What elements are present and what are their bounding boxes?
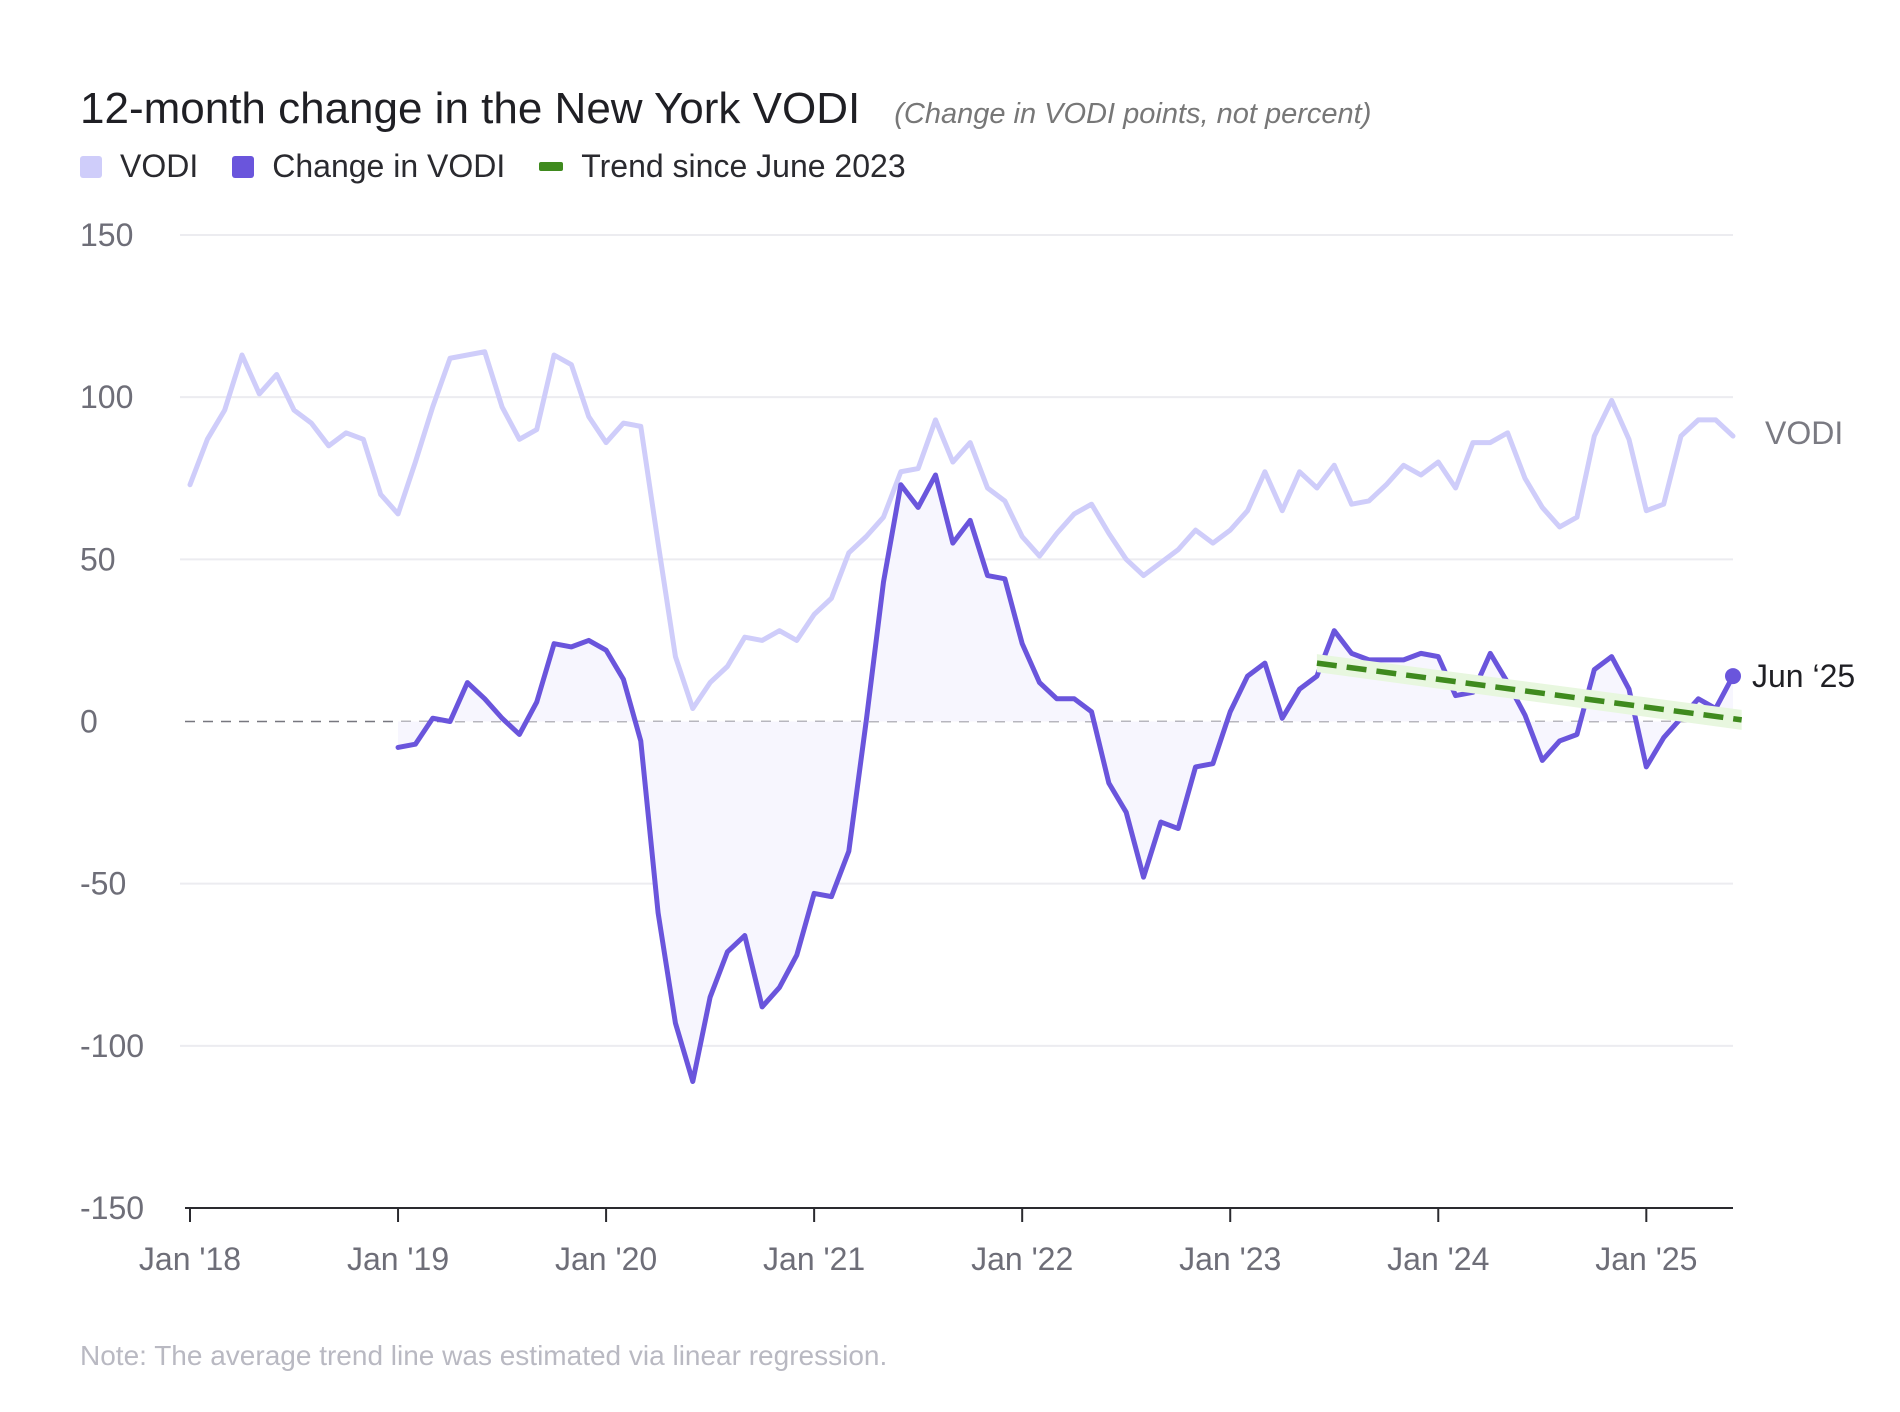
vodi-end-label: VODI (1765, 415, 1843, 451)
x-tick-label: Jan '18 (139, 1241, 241, 1277)
x-tick-label: Jan '19 (347, 1241, 449, 1277)
y-tick-label: -150 (80, 1190, 144, 1226)
legend: VODI Change in VODI Trend since June 202… (80, 148, 940, 185)
change-end-label: Jun ‘25 (1752, 658, 1855, 694)
y-tick-label: 100 (80, 379, 133, 415)
label-layer: VODI Jun ‘25 (1752, 415, 1855, 694)
x-tick-label: Jan '20 (555, 1241, 657, 1277)
legend-label-trend: Trend since June 2023 (581, 148, 906, 184)
legend-item-vodi[interactable]: VODI (80, 148, 198, 185)
change-end-dot (1725, 668, 1741, 685)
vodi-line (187, 349, 1736, 712)
chart-subtitle: (Change in VODI points, not percent) (894, 98, 1372, 130)
footnote: Note: The average trend line was estimat… (80, 1340, 888, 1371)
legend-swatch-trend (539, 162, 564, 171)
y-tick-label: 150 (80, 217, 133, 253)
legend-label-change: Change in VODI (272, 148, 506, 184)
change-line (395, 472, 1736, 1085)
x-tick-label: Jan '21 (763, 1241, 865, 1277)
legend-swatch-change (232, 155, 255, 178)
chart-header: 12-month change in the New York VODI (Ch… (80, 84, 1371, 134)
axis-layer: 150 100 50 0 -50 -100 -150 Jan '18 Jan '19 Jan '2… (80, 217, 1733, 1277)
chart-title: 12-month change in the New York VODI (80, 84, 861, 133)
y-tick-label: -50 (80, 866, 126, 902)
series-layer (187, 349, 1743, 1085)
y-tick-label: 50 (80, 541, 116, 577)
legend-swatch-vodi (80, 155, 102, 178)
x-tick-label: Jan '24 (1387, 1241, 1489, 1277)
change-area-fill (398, 475, 1734, 1082)
y-tick-label: 0 (80, 704, 98, 740)
x-tick-label: Jan '23 (1179, 1241, 1281, 1277)
x-tick-label: Jan '22 (971, 1241, 1073, 1277)
y-tick-label: -100 (80, 1028, 144, 1064)
legend-item-change[interactable]: Change in VODI (232, 148, 505, 185)
legend-label-vodi: VODI (120, 148, 199, 184)
x-tick-label: Jan '25 (1595, 1241, 1697, 1277)
legend-item-trend[interactable]: Trend since June 2023 (539, 148, 906, 185)
trend-line (1316, 660, 1743, 723)
